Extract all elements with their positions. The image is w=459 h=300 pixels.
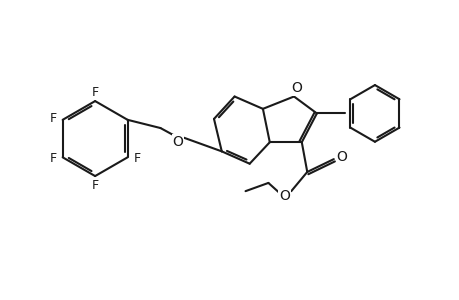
Text: O: O [172, 135, 183, 149]
Text: O: O [278, 189, 289, 203]
Text: O: O [336, 150, 347, 164]
Text: F: F [133, 152, 140, 165]
Text: F: F [50, 152, 56, 165]
Text: F: F [91, 85, 99, 99]
Text: F: F [50, 112, 56, 125]
Text: O: O [290, 81, 301, 95]
Text: F: F [91, 178, 99, 191]
